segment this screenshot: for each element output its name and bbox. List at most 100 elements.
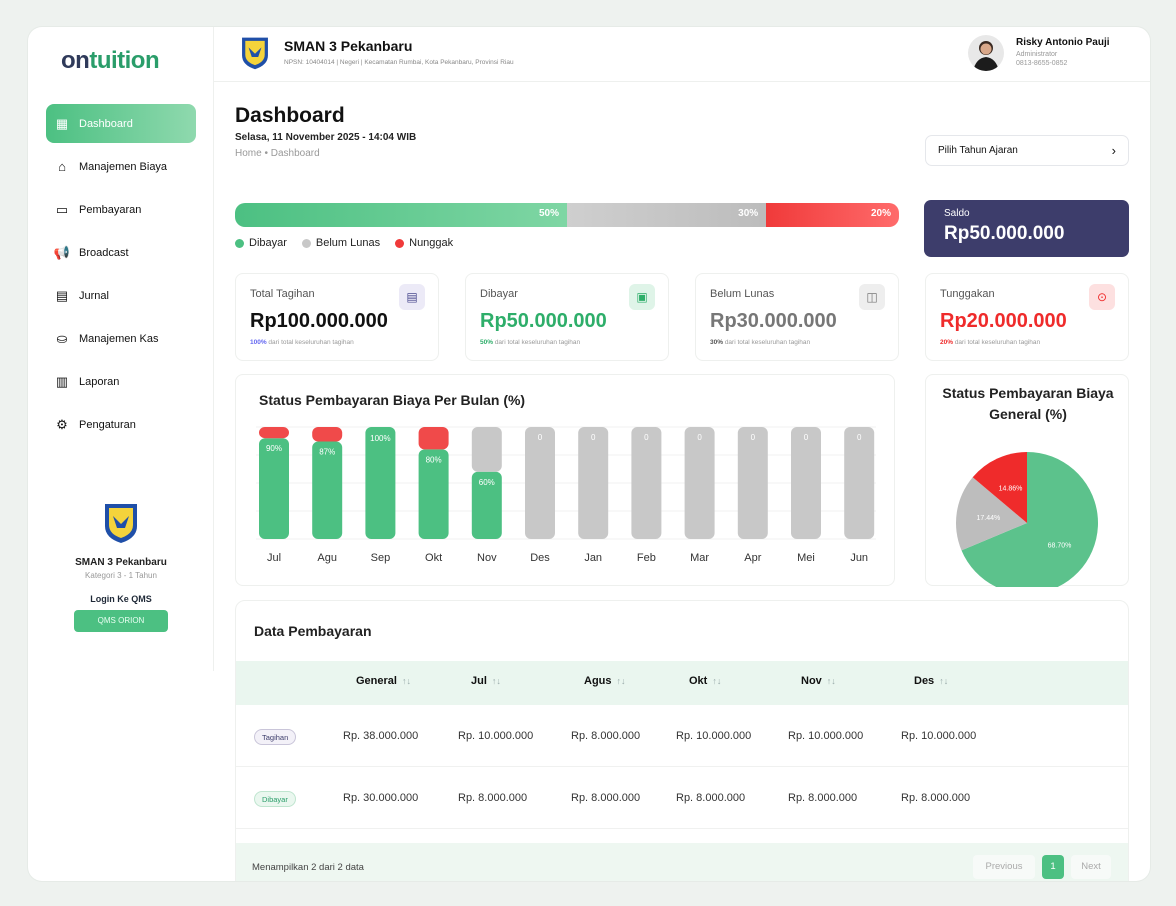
bar-unpaid-feb[interactable] xyxy=(631,427,662,539)
bar-unpaid-apr[interactable] xyxy=(737,427,768,539)
app-logo[interactable]: ontuition xyxy=(61,47,160,74)
page-title: Dashboard xyxy=(235,104,345,127)
bar-paid-agu[interactable] xyxy=(312,441,343,539)
bar-value-label: 0 xyxy=(751,433,756,442)
bar-unpaid-mar[interactable] xyxy=(684,427,715,539)
bar-value-label: 0 xyxy=(804,433,809,442)
bar-overdue-okt[interactable] xyxy=(418,427,449,450)
progress-overdue-segment: 20% xyxy=(766,203,899,227)
bar-paid-sep[interactable] xyxy=(365,427,396,539)
card-value: Rp100.000.000 xyxy=(250,310,388,332)
bar-paid-nov[interactable] xyxy=(471,471,502,539)
x-tick-label: Mar xyxy=(690,552,709,564)
bar-overdue-agu[interactable] xyxy=(312,427,343,442)
app-window: ontuition ▦ Dashboard ⌂ Manajemen Biaya ▭ Pem… xyxy=(28,27,1150,881)
academic-year-select[interactable]: Pilih Tahun Ajaran › xyxy=(925,135,1129,166)
sort-icon: ↑↓ xyxy=(401,676,411,686)
page-1-button[interactable]: 1 xyxy=(1042,855,1064,879)
saldo-label: Saldo xyxy=(944,208,970,219)
pie-slice-nunggak[interactable] xyxy=(972,452,1027,523)
bar-unpaid-jun[interactable] xyxy=(844,427,875,539)
login-qms-label: Login Ke QMS xyxy=(90,594,152,604)
sidebar-item-manajemen-kas[interactable]: ⛀ Manajemen Kas xyxy=(46,319,196,358)
column-header-jul[interactable]: Jul ↑↓ xyxy=(471,675,501,687)
bar-overdue-jul[interactable] xyxy=(259,427,289,439)
sidebar-item-laporan[interactable]: ▥ Laporan xyxy=(46,362,196,401)
sidebar-item-broadcast[interactable]: 📢 Broadcast xyxy=(46,233,196,272)
sidebar-item-dashboard[interactable]: ▦ Dashboard xyxy=(46,104,196,143)
x-tick-label: Jul xyxy=(267,552,281,564)
table-cell: Rp. 8.000.000 xyxy=(676,792,746,804)
sidebar-item-jurnal[interactable]: ▤ Jurnal xyxy=(46,276,196,315)
sidebar-school-box: SMAN 3 Pekanbaru Kategori 3 - 1 Tahun Lo… xyxy=(28,502,214,632)
user-phone: 0813-8655-0852 xyxy=(1016,60,1068,67)
sidebar: ontuition ▦ Dashboard ⌂ Manajemen Biaya ▭ Pem… xyxy=(28,27,214,671)
column-header-okt[interactable]: Okt ↑↓ xyxy=(689,675,722,687)
sidebar-item-label: Manajemen Biaya xyxy=(79,160,168,173)
chevron-right-icon: › xyxy=(1111,143,1116,158)
bar-paid-okt[interactable] xyxy=(418,449,449,539)
qms-orion-button[interactable]: QMS ORION xyxy=(74,610,168,632)
table-info: Menampilkan 2 dari 2 data xyxy=(252,862,364,873)
card-note: 20% dari total keseluruhan tagihan xyxy=(940,339,1041,346)
breadcrumb[interactable]: Home • Dashboard xyxy=(235,148,320,159)
pie-slice-dibayar[interactable] xyxy=(961,452,1099,587)
next-page-button[interactable]: Next xyxy=(1071,855,1111,879)
bar-paid-jul[interactable] xyxy=(259,438,289,539)
pie-chart-title: Status Pembayaran Biaya General (%) xyxy=(942,385,1114,422)
x-tick-label: Sep xyxy=(371,552,391,564)
bar-unpaid-jan[interactable] xyxy=(578,427,609,539)
user-role: Administrator xyxy=(1016,51,1058,58)
x-tick-label: Mei xyxy=(797,552,815,564)
summary-card-belum-lunas: Belum Lunas Rp30.000.000 30% dari total ke… xyxy=(695,273,899,361)
card-label: Dibayar xyxy=(480,288,518,300)
column-header-general[interactable]: General ↑↓ xyxy=(356,675,411,687)
pending-icon: ◫ xyxy=(859,284,885,310)
x-tick-label: Des xyxy=(530,552,550,564)
x-tick-label: Feb xyxy=(637,552,656,564)
card-value: Rp30.000.000 xyxy=(710,310,837,332)
column-header-nov[interactable]: Nov ↑↓ xyxy=(801,675,836,687)
table-header: General ↑↓ Jul ↑↓ Agus ↑↓ Okt ↑↓ Nov ↑↓ Des ↑↓ xyxy=(236,661,1128,705)
bar-value-label: 60% xyxy=(479,478,495,487)
table-row: Tagihan Rp. 38.000.000 Rp. 10.000.000 Rp. 8… xyxy=(236,705,1128,767)
sidebar-item-pengaturan[interactable]: ⚙ Pengaturan xyxy=(46,405,196,444)
bar-unpaid-mei[interactable] xyxy=(791,427,821,539)
card-label: Belum Lunas xyxy=(710,288,775,300)
sidebar-item-label: Pengaturan xyxy=(79,418,136,431)
sidebar-item-pembayaran[interactable]: ▭ Pembayaran xyxy=(46,190,196,229)
column-header-des[interactable]: Des ↑↓ xyxy=(914,675,949,687)
legend-dot-icon xyxy=(395,238,405,248)
table-footer: Menampilkan 2 dari 2 data Previous 1 Nex… xyxy=(236,843,1128,881)
previous-page-button[interactable]: Previous xyxy=(973,855,1035,879)
avatar[interactable] xyxy=(968,35,1004,71)
sidebar-item-manajemen-biaya[interactable]: ⌂ Manajemen Biaya xyxy=(46,147,196,186)
bar-value-label: 100% xyxy=(370,434,390,443)
payment-data-table: Data Pembayaran General ↑↓ Jul ↑↓ Agus ↑↓ Okt ↑… xyxy=(235,600,1129,881)
megaphone-icon: 📢 xyxy=(53,244,71,260)
sidebar-item-label: Dashboard xyxy=(79,117,133,130)
legend-item-overdue: Nunggak xyxy=(395,237,453,249)
user-name[interactable]: Risky Antonio Pauji xyxy=(1016,37,1110,48)
column-header-agus[interactable]: Agus ↑↓ xyxy=(584,675,626,687)
payment-progress-bar: 50% 30% 20% xyxy=(235,203,899,227)
sidebar-school-category: Kategori 3 - 1 Tahun xyxy=(85,571,157,580)
legend-item-unpaid: Belum Lunas xyxy=(301,237,380,249)
x-tick-label: Jan xyxy=(584,552,602,564)
sidebar-item-label: Broadcast xyxy=(79,246,129,259)
bar-unpaid-nov[interactable] xyxy=(471,427,502,472)
sort-icon: ↑↓ xyxy=(939,676,949,686)
table-row: Dibayar Rp. 30.000.000 Rp. 8.000.000 Rp. 8.… xyxy=(236,767,1128,829)
x-tick-label: Nov xyxy=(477,552,497,564)
current-datetime: Selasa, 11 November 2025 - 14:04 WIB xyxy=(235,132,417,143)
saldo-value: Rp50.000.000 xyxy=(944,223,1065,244)
table-cell: Rp. 8.000.000 xyxy=(788,792,858,804)
pie-slice-belum-lunas[interactable] xyxy=(956,477,1027,551)
card-note: 50% dari total keseluruhan tagihan xyxy=(480,339,581,346)
bar-unpaid-des[interactable] xyxy=(525,427,555,539)
academic-year-label: Pilih Tahun Ajaran xyxy=(938,145,1018,156)
card-icon: ▭ xyxy=(55,201,69,217)
bar-value-label: 0 xyxy=(591,433,596,442)
cash-icon: ⛀ xyxy=(56,330,68,346)
top-bar: SMAN 3 Pekanbaru NPSN: 10404014 | Negeri… xyxy=(214,27,1150,82)
